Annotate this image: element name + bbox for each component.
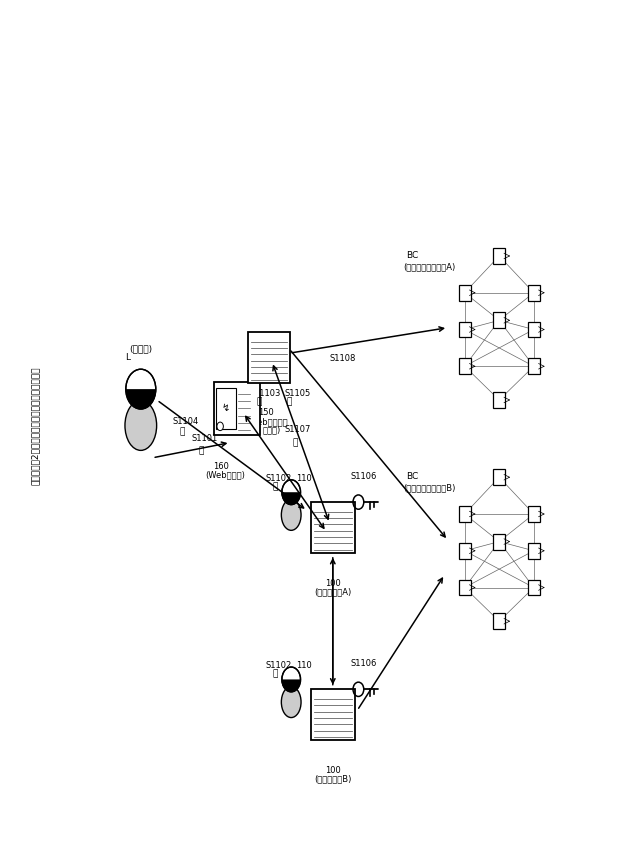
FancyBboxPatch shape	[493, 614, 505, 629]
Ellipse shape	[282, 687, 301, 717]
FancyBboxPatch shape	[493, 469, 505, 485]
Text: S1103: S1103	[255, 389, 281, 397]
FancyBboxPatch shape	[528, 543, 540, 559]
Text: 110: 110	[296, 474, 312, 483]
Text: 〜: 〜	[199, 447, 204, 455]
Circle shape	[126, 369, 156, 409]
FancyBboxPatch shape	[459, 506, 470, 522]
Ellipse shape	[125, 401, 157, 450]
FancyBboxPatch shape	[459, 322, 470, 338]
Text: 〜: 〜	[180, 428, 185, 437]
Text: 実施の形態2にかかる取引処理の例を説明する図: 実施の形態2にかかる取引処理の例を説明する図	[31, 366, 40, 485]
FancyBboxPatch shape	[248, 332, 289, 383]
FancyBboxPatch shape	[528, 322, 540, 338]
FancyBboxPatch shape	[459, 580, 470, 596]
Text: 100: 100	[325, 766, 340, 775]
Text: S1106: S1106	[351, 472, 377, 481]
Wedge shape	[282, 492, 301, 505]
Text: S1107: S1107	[284, 425, 311, 434]
Text: S1102: S1102	[266, 661, 292, 670]
FancyBboxPatch shape	[493, 534, 505, 550]
Text: ↯: ↯	[222, 403, 230, 414]
Text: S1108: S1108	[329, 354, 356, 363]
Text: 〜: 〜	[273, 670, 278, 678]
Text: S1105: S1105	[285, 389, 311, 397]
FancyBboxPatch shape	[459, 543, 470, 559]
FancyBboxPatch shape	[459, 285, 470, 300]
Text: 〜: 〜	[293, 438, 298, 447]
FancyBboxPatch shape	[311, 502, 355, 553]
Text: (署名サーバA): (署名サーバA)	[314, 587, 351, 597]
FancyBboxPatch shape	[493, 248, 505, 264]
Text: S1102: S1102	[266, 474, 292, 483]
Text: サーバ): サーバ)	[262, 426, 280, 435]
FancyBboxPatch shape	[214, 382, 260, 435]
Text: S1104: S1104	[172, 416, 199, 426]
Text: 110: 110	[296, 661, 312, 670]
Wedge shape	[282, 679, 301, 692]
Wedge shape	[126, 389, 156, 409]
Text: 〜: 〜	[273, 483, 278, 491]
Text: BC: BC	[406, 251, 419, 260]
Text: (ブロックチェーンA): (ブロックチェーンA)	[403, 262, 456, 271]
Text: 〜: 〜	[257, 397, 262, 406]
Text: 150: 150	[258, 408, 273, 418]
Circle shape	[282, 667, 301, 692]
Text: 160: 160	[213, 462, 228, 471]
Text: (利用者): (利用者)	[129, 344, 152, 353]
Text: L: L	[125, 352, 131, 362]
Text: (Webアプリ用: (Webアプリ用	[246, 417, 288, 426]
Text: (署名サーバB): (署名サーバB)	[314, 774, 351, 784]
Text: 〜: 〜	[287, 397, 292, 406]
Text: BC: BC	[406, 472, 419, 481]
FancyBboxPatch shape	[459, 358, 470, 374]
FancyBboxPatch shape	[528, 285, 540, 300]
Text: S1106: S1106	[351, 660, 377, 668]
FancyBboxPatch shape	[528, 358, 540, 374]
Circle shape	[282, 480, 301, 505]
FancyBboxPatch shape	[493, 312, 505, 328]
Ellipse shape	[282, 500, 301, 530]
Text: (Webアプリ): (Webアプリ)	[205, 471, 245, 480]
Text: (ブロックチェーンB): (ブロックチェーンB)	[403, 483, 456, 492]
Text: S1101: S1101	[191, 433, 218, 443]
FancyBboxPatch shape	[311, 689, 355, 740]
Circle shape	[217, 422, 223, 431]
FancyBboxPatch shape	[528, 506, 540, 522]
FancyBboxPatch shape	[216, 388, 236, 429]
FancyBboxPatch shape	[528, 580, 540, 596]
FancyBboxPatch shape	[493, 392, 505, 408]
Text: 100: 100	[325, 579, 340, 588]
